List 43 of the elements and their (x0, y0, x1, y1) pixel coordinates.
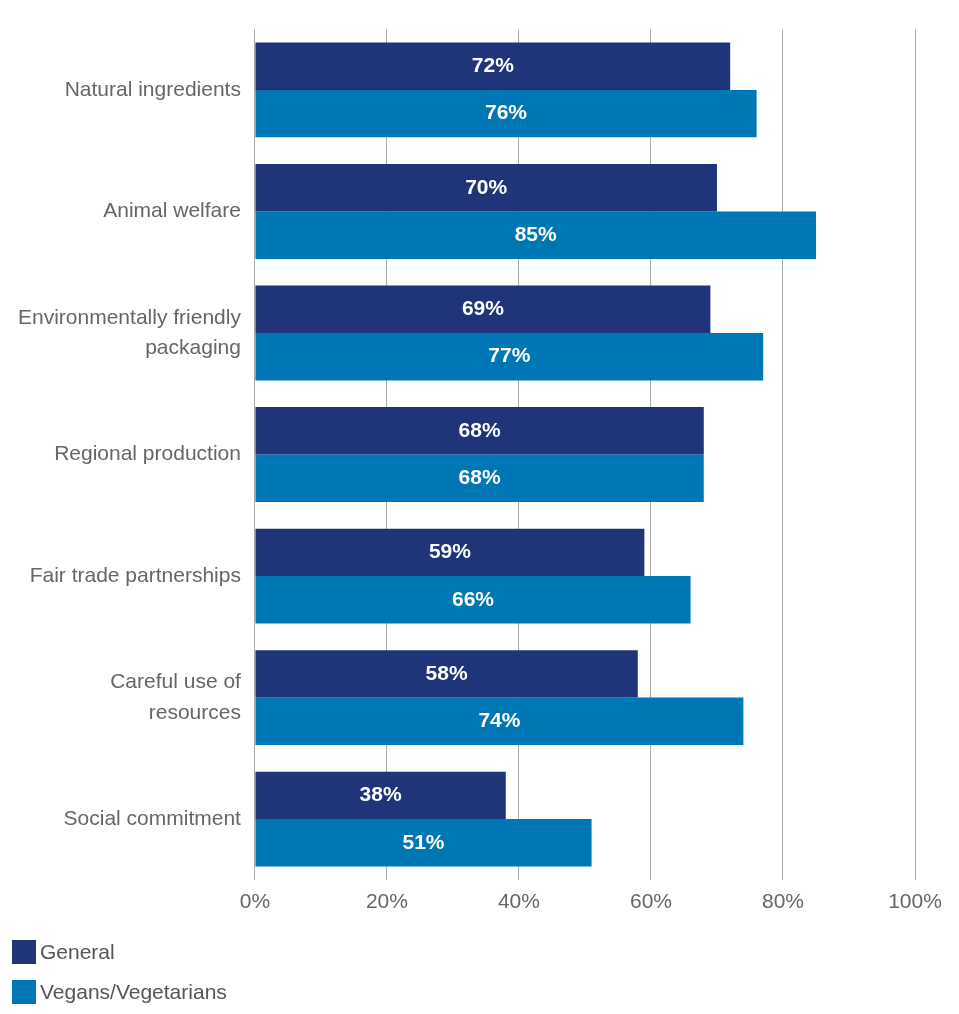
y-tick-label: Careful use of resources (110, 669, 242, 723)
bar (255, 407, 704, 455)
data-label: 59% (428, 539, 472, 563)
data-label: 72% (471, 53, 515, 77)
data-label: 69% (461, 296, 505, 320)
bar (255, 333, 764, 381)
data-label: 58% (425, 660, 468, 684)
y-tick-label: Fair trade partnerships (29, 562, 241, 586)
data-label: 74% (478, 708, 521, 732)
legend-label: Vegans/Vegetarians (40, 980, 227, 1004)
legend-label: General (40, 940, 115, 964)
bar (255, 771, 506, 820)
y-tick-label: Regional production (54, 441, 241, 465)
data-label: 68% (458, 417, 501, 441)
data-label: 70% (465, 174, 508, 198)
bar (255, 164, 717, 212)
y-tick-label: Social commitment (63, 805, 242, 829)
bar (255, 454, 704, 502)
x-tick-label: 0% (239, 889, 271, 913)
data-label: 51% (402, 829, 445, 853)
x-tick-label: 100% (888, 889, 942, 913)
data-label: 68% (458, 465, 501, 488)
data-label: 76% (484, 100, 528, 124)
y-tick-label: Animal welfare (103, 198, 241, 222)
y-tick-label: Natural ingredients (64, 76, 241, 100)
data-label: 85% (514, 221, 558, 245)
bar (255, 42, 731, 90)
x-tick-label: 20% (365, 889, 408, 913)
data-label: 66% (451, 586, 495, 610)
bar (255, 89, 757, 138)
data-label: 38% (359, 782, 402, 806)
x-tick-label: 40% (497, 889, 540, 913)
bar (255, 697, 744, 745)
bar (255, 211, 816, 259)
bar (255, 576, 691, 624)
x-tick-label: 60% (629, 889, 672, 913)
y-tick-label: Environmentally friendly packaging (17, 304, 242, 359)
bar (255, 528, 645, 577)
x-tick-label: 80% (761, 889, 804, 913)
bar (255, 285, 711, 333)
bar (255, 650, 638, 698)
data-label: 77% (488, 343, 531, 367)
bar (255, 819, 592, 867)
